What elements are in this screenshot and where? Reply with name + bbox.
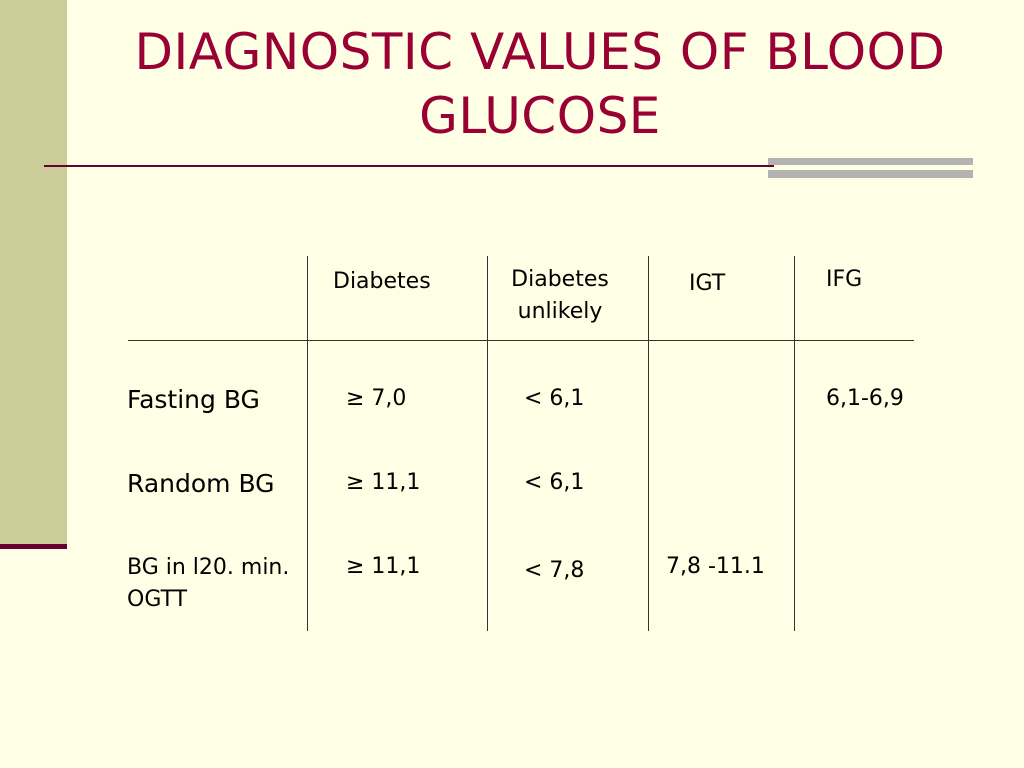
column-divider	[487, 256, 488, 631]
column-divider	[648, 256, 649, 631]
title-divider	[44, 165, 774, 167]
title-divider-accent	[768, 158, 973, 178]
row-label-ogtt: BG in l20. min. OGTT	[127, 555, 290, 612]
row-label-random: Random BG	[127, 469, 275, 498]
column-divider	[307, 256, 308, 631]
header-divider	[128, 340, 914, 341]
header-diabetes-unlikely: Diabetes unlikely	[511, 267, 609, 324]
row-label-fasting: Fasting BG	[127, 385, 260, 414]
cell-fasting-unlikely: < 6,1	[524, 386, 585, 411]
header-diabetes: Diabetes	[333, 269, 431, 294]
left-bar-accent	[0, 544, 67, 549]
left-decorative-bar	[0, 0, 67, 544]
column-divider	[794, 256, 795, 631]
cell-ogtt-diabetes: ≥ 11,1	[346, 554, 421, 579]
cell-random-unlikely: < 6,1	[524, 470, 585, 495]
cell-ogtt-igt: 7,8 -11.1	[666, 554, 765, 579]
cell-fasting-diabetes: ≥ 7,0	[346, 386, 407, 411]
cell-random-diabetes: ≥ 11,1	[346, 470, 421, 495]
header-ifg: IFG	[826, 267, 863, 292]
cell-fasting-ifg: 6,1-6,9	[826, 386, 904, 411]
slide-title: DIAGNOSTIC VALUES OF BLOOD GLUCOSE	[134, 23, 946, 145]
cell-ogtt-unlikely: < 7,8	[524, 558, 585, 583]
header-igt: IGT	[689, 271, 726, 296]
